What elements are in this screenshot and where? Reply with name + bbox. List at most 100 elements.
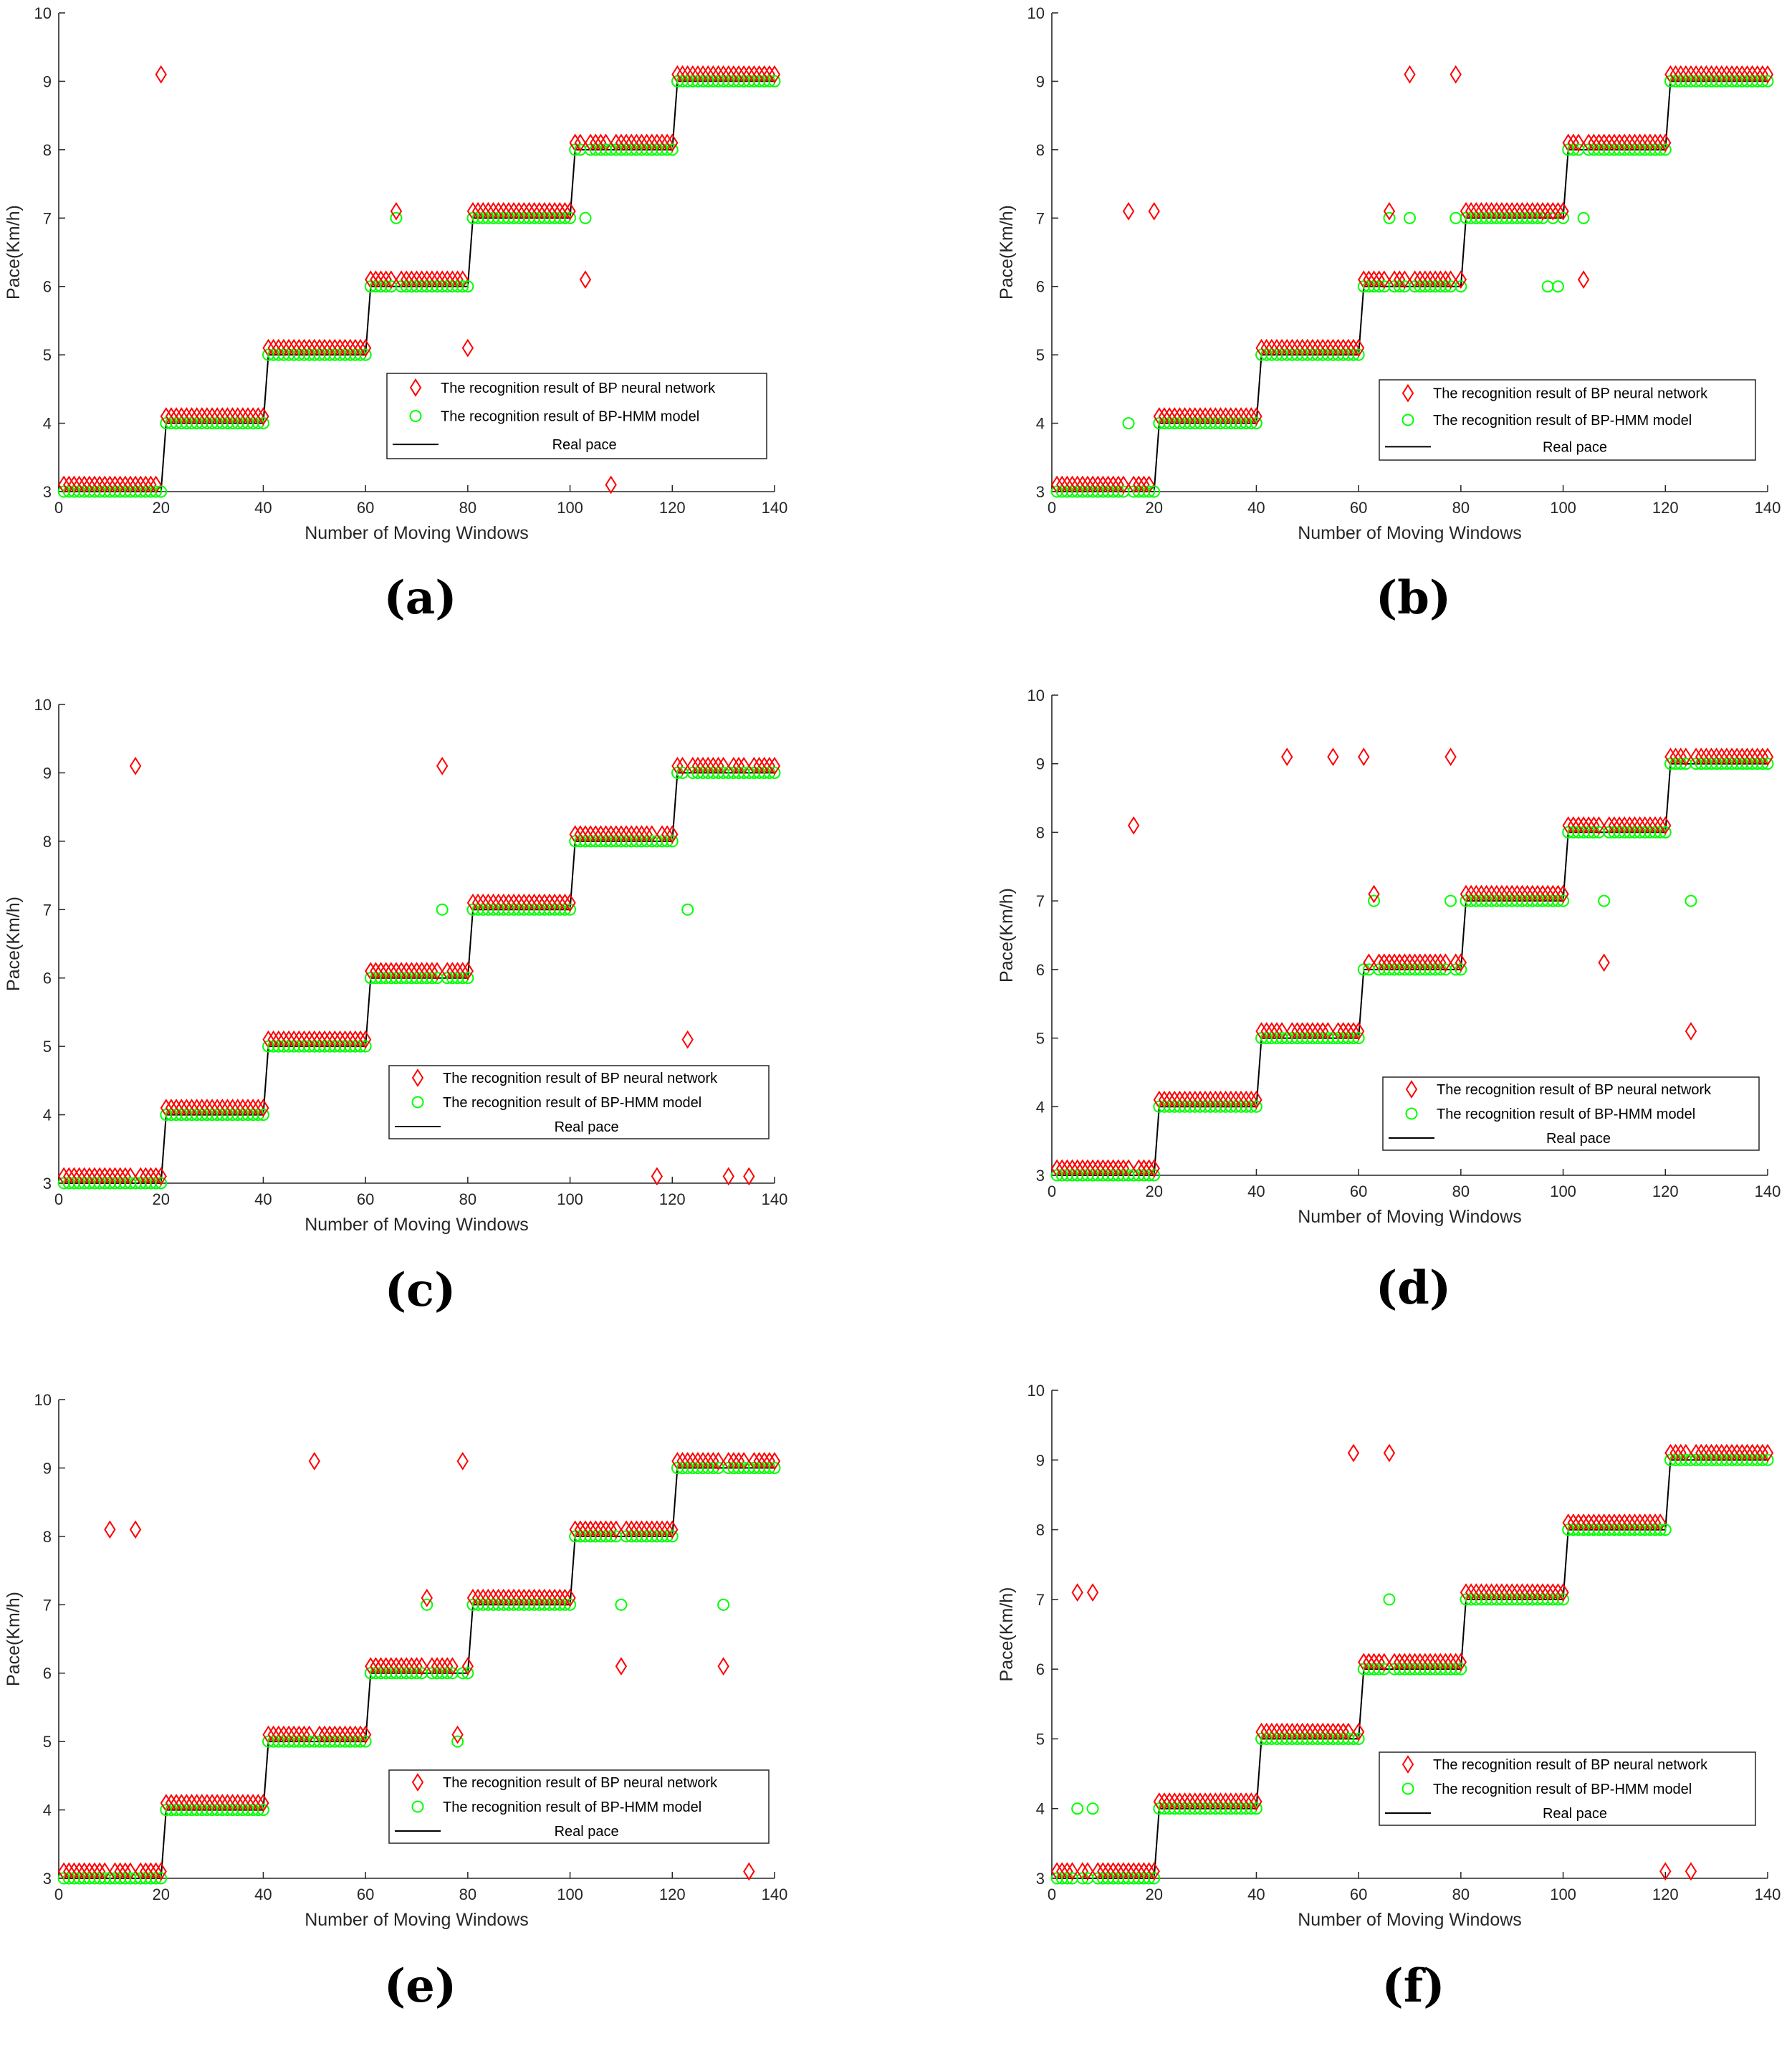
bp-point bbox=[1761, 65, 1774, 84]
bp-point bbox=[1450, 65, 1462, 84]
bp-point bbox=[1439, 953, 1452, 972]
x-tick-label: 40 bbox=[254, 499, 272, 517]
y-tick-label: 8 bbox=[43, 1528, 52, 1546]
panel-label: (b) bbox=[1376, 571, 1451, 625]
x-axis-label: Number of Moving Windows bbox=[1298, 523, 1522, 543]
bp-point bbox=[666, 133, 679, 153]
bp-point bbox=[1352, 1722, 1365, 1741]
y-tick-label: 7 bbox=[1036, 892, 1045, 910]
x-tick-label: 60 bbox=[357, 1885, 374, 1903]
bp-point bbox=[1368, 884, 1380, 904]
hmm-point bbox=[1250, 417, 1262, 430]
y-tick-label: 10 bbox=[34, 4, 52, 22]
y-tick-label: 5 bbox=[1036, 1030, 1045, 1048]
hmm-point bbox=[1086, 1802, 1099, 1815]
legend-hmm-label: The recognition result of BP-HMM model bbox=[1433, 413, 1692, 429]
y-tick-label: 9 bbox=[1036, 1451, 1045, 1469]
bp-point bbox=[1378, 1653, 1391, 1672]
legend-bp-marker bbox=[1402, 383, 1414, 403]
y-tick-label: 8 bbox=[43, 141, 52, 159]
y-tick-label: 9 bbox=[43, 72, 52, 90]
hmm-point bbox=[461, 1667, 474, 1680]
x-tick-label: 40 bbox=[1247, 1182, 1265, 1200]
y-tick-label: 8 bbox=[1036, 1521, 1045, 1539]
x-tick-label: 140 bbox=[1755, 1182, 1781, 1200]
hmm-point bbox=[1143, 485, 1156, 498]
legend: The recognition result of BP neural netw… bbox=[386, 373, 767, 459]
legend-bp-label: The recognition result of BP neural netw… bbox=[1437, 1082, 1712, 1098]
y-tick-label: 5 bbox=[43, 1038, 52, 1056]
bp-point bbox=[1383, 1443, 1396, 1463]
legend-box bbox=[1379, 1751, 1756, 1826]
hmm-point bbox=[1250, 1100, 1262, 1113]
bp-point bbox=[1455, 270, 1467, 290]
hmm-point bbox=[1250, 1802, 1262, 1815]
bp-point bbox=[385, 270, 398, 290]
y-tick-label: 9 bbox=[43, 764, 52, 782]
panel-label: (a) bbox=[383, 571, 456, 625]
bp-point bbox=[456, 1452, 469, 1471]
y-tick-label: 6 bbox=[43, 278, 52, 296]
y-tick-label: 3 bbox=[43, 1870, 52, 1888]
bp-point bbox=[1358, 747, 1370, 767]
y-axis-label: Pace(Km/h) bbox=[997, 888, 1017, 983]
bp-point bbox=[1250, 407, 1262, 426]
bp-point bbox=[155, 65, 167, 84]
x-tick-label: 100 bbox=[557, 1190, 583, 1208]
y-tick-label: 7 bbox=[1036, 1591, 1045, 1609]
legend-bp-label: The recognition result of BP neural netw… bbox=[1433, 386, 1708, 402]
hmm-point bbox=[257, 1109, 269, 1122]
chart-panel-d: 0 20 40 60 80 100 120 140 3 4 5 6 7 8 9 10 Number of Mov… bbox=[997, 687, 1781, 1315]
bp-point bbox=[564, 1588, 576, 1607]
legend: The recognition result of BP neural netw… bbox=[1379, 379, 1756, 461]
hmm-point bbox=[564, 903, 577, 916]
bp-point bbox=[579, 270, 592, 290]
hmm-point bbox=[1122, 417, 1135, 430]
legend-box bbox=[1382, 1076, 1760, 1151]
hmm-point bbox=[155, 485, 168, 498]
bp-point bbox=[1685, 1862, 1697, 1881]
hmm-point bbox=[155, 1177, 168, 1190]
bp-point bbox=[461, 962, 474, 981]
hmm-point bbox=[461, 972, 474, 985]
bp-point bbox=[712, 1452, 724, 1471]
bp-point bbox=[1378, 270, 1391, 290]
x-axis-label: Number of Moving Windows bbox=[305, 523, 529, 543]
y-tick-label: 5 bbox=[43, 346, 52, 364]
y-tick-label: 8 bbox=[1036, 823, 1045, 841]
bp-point bbox=[1444, 747, 1457, 767]
x-tick-label: 120 bbox=[1652, 1182, 1679, 1200]
hmm-point bbox=[717, 1598, 730, 1611]
x-tick-label: 0 bbox=[54, 499, 63, 517]
legend-box bbox=[388, 1065, 770, 1139]
bp-point bbox=[564, 893, 576, 912]
bp-point bbox=[1761, 747, 1774, 767]
legend-box bbox=[388, 1769, 770, 1844]
hmm-point bbox=[1352, 348, 1365, 361]
x-tick-label: 0 bbox=[1048, 1885, 1056, 1903]
hmm-point bbox=[456, 280, 469, 293]
bp-point bbox=[1250, 1090, 1262, 1109]
legend-real-label: Real pace bbox=[1546, 1131, 1611, 1147]
bp-point bbox=[257, 1099, 269, 1117]
hmm-point bbox=[564, 1598, 577, 1611]
legend-real-label: Real pace bbox=[555, 1824, 619, 1840]
x-tick-label: 80 bbox=[1452, 1182, 1470, 1200]
hmm-point bbox=[1654, 1524, 1667, 1536]
hmm-point bbox=[666, 1530, 679, 1543]
bp-point bbox=[446, 1657, 459, 1676]
y-tick-label: 10 bbox=[34, 696, 52, 714]
hmm-point bbox=[666, 835, 679, 848]
y-tick-label: 7 bbox=[43, 209, 52, 227]
x-axis-label: Number of Moving Windows bbox=[305, 1215, 529, 1235]
chart-panel-a: 0 20 40 60 80 100 120 140 3 4 5 6 7 8 9 10 Number of Mov… bbox=[4, 4, 787, 625]
x-tick-label: 100 bbox=[557, 1885, 583, 1903]
bp-point bbox=[257, 407, 269, 426]
x-tick-label: 20 bbox=[152, 1885, 169, 1903]
bp-point bbox=[451, 1725, 464, 1744]
bp-point bbox=[1659, 1862, 1672, 1881]
y-tick-label: 8 bbox=[43, 833, 52, 851]
bp-point bbox=[610, 1520, 622, 1539]
y-axis-label: Pace(Km/h) bbox=[4, 205, 24, 300]
